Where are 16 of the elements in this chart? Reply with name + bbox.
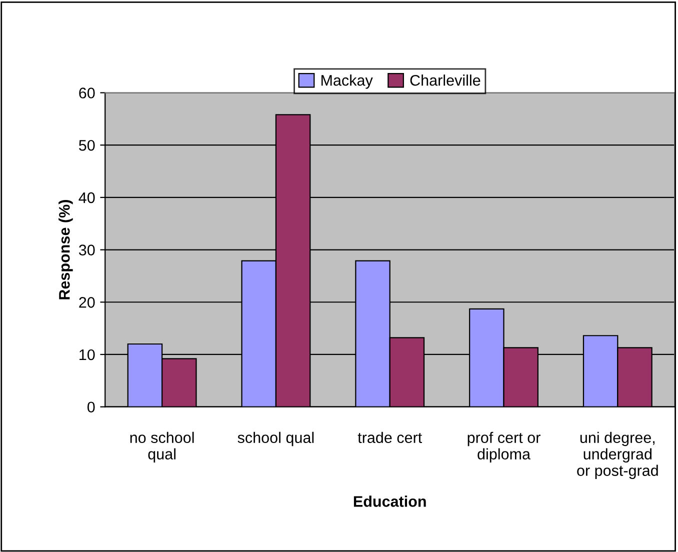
y-tick-label: 30 (78, 244, 95, 256)
x-tick-label: trade cert (358, 432, 422, 444)
y-tick-label: 20 (79, 296, 95, 308)
x-tick-label: uni degree, undergrad or post-grad (577, 432, 658, 479)
x-axis-title: Education (354, 496, 426, 507)
legend-label: Mackay (321, 74, 373, 89)
y-axis-title: Response (%) (58, 200, 73, 300)
x-tick-label: no school qual (130, 432, 194, 463)
y-tick-label: 60 (79, 88, 95, 98)
x-tick-label: prof cert or diploma (468, 432, 540, 463)
y-tick-label: 0 (87, 402, 95, 413)
x-tick-label: school qual (238, 432, 314, 446)
y-tick-label: 10 (80, 349, 95, 360)
y-tick-label: 40 (78, 192, 95, 204)
legend-label: Charleville (410, 74, 480, 86)
y-tick-label: 50 (78, 140, 95, 151)
